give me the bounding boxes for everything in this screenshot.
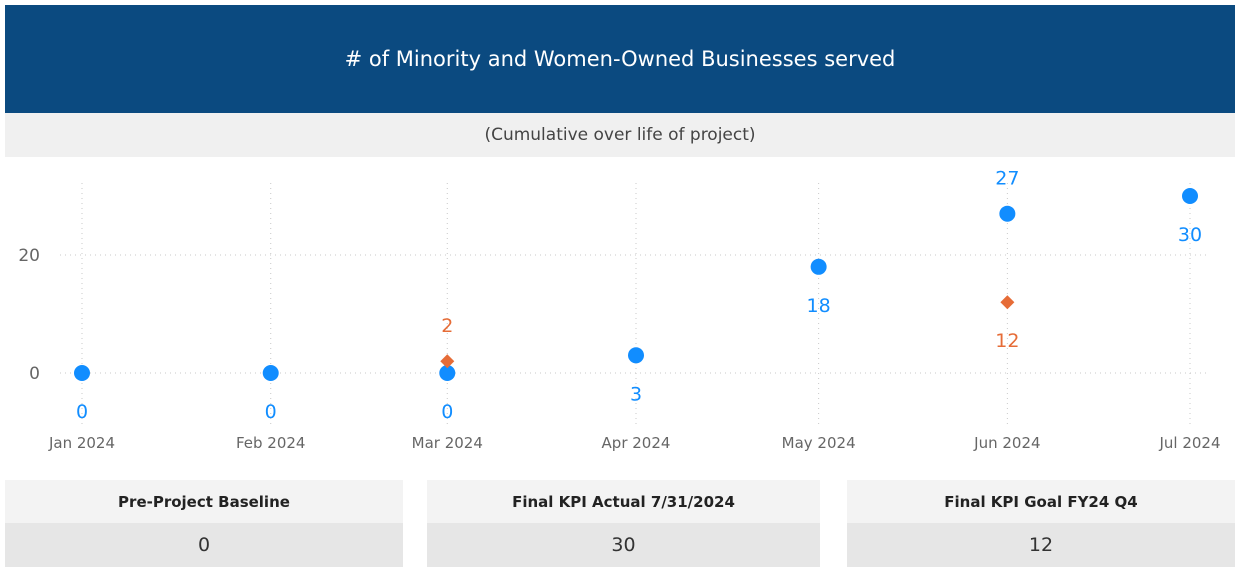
- y-tick-label: 20: [18, 246, 40, 266]
- card-label: Final KPI Actual 7/31/2024: [427, 480, 820, 523]
- point: [1182, 188, 1198, 204]
- card-label: Final KPI Goal FY24 Q4: [847, 480, 1235, 523]
- x-tick-label: Mar 2024: [412, 434, 483, 452]
- x-tick-label: Jan 2024: [48, 434, 115, 452]
- x-tick-label: Jun 2024: [973, 434, 1040, 452]
- data-label: 30: [1178, 224, 1202, 246]
- card-value: 12: [847, 523, 1235, 567]
- x-tick-label: Feb 2024: [236, 434, 306, 452]
- kpi-card: Final KPI Goal FY24 Q4 12: [847, 480, 1235, 567]
- point: [999, 205, 1016, 222]
- x-tick-label: Jul 2024: [1158, 434, 1220, 452]
- data-label: 0: [441, 401, 453, 423]
- data-label: 2: [441, 315, 453, 337]
- x-tick-label: May 2024: [782, 434, 856, 452]
- point: [439, 365, 456, 381]
- y-tick-label: 0: [29, 364, 40, 384]
- data-label: 27: [995, 168, 1019, 190]
- kpi-card: Final KPI Actual 7/31/2024 30: [427, 480, 820, 567]
- data-label: 3: [630, 383, 642, 405]
- point: [628, 347, 644, 364]
- card-label: Pre-Project Baseline: [5, 480, 403, 523]
- card-value: 0: [5, 523, 403, 567]
- kpi-card: Pre-Project Baseline 0: [5, 480, 403, 567]
- data-label: 0: [265, 401, 277, 423]
- chart-subtitle: (Cumulative over life of project): [5, 113, 1235, 157]
- data-label: 12: [995, 330, 1019, 352]
- x-tick-label: Apr 2024: [602, 434, 671, 452]
- data-label: 18: [807, 295, 831, 317]
- data-label: 0: [76, 401, 88, 423]
- point: [440, 354, 455, 369]
- card-value: 30: [427, 523, 820, 567]
- point: [1000, 295, 1015, 310]
- point: [74, 365, 90, 381]
- point: [262, 365, 279, 381]
- point: [810, 258, 827, 275]
- chart-title: # of Minority and Women-Owned Businesses…: [5, 5, 1235, 113]
